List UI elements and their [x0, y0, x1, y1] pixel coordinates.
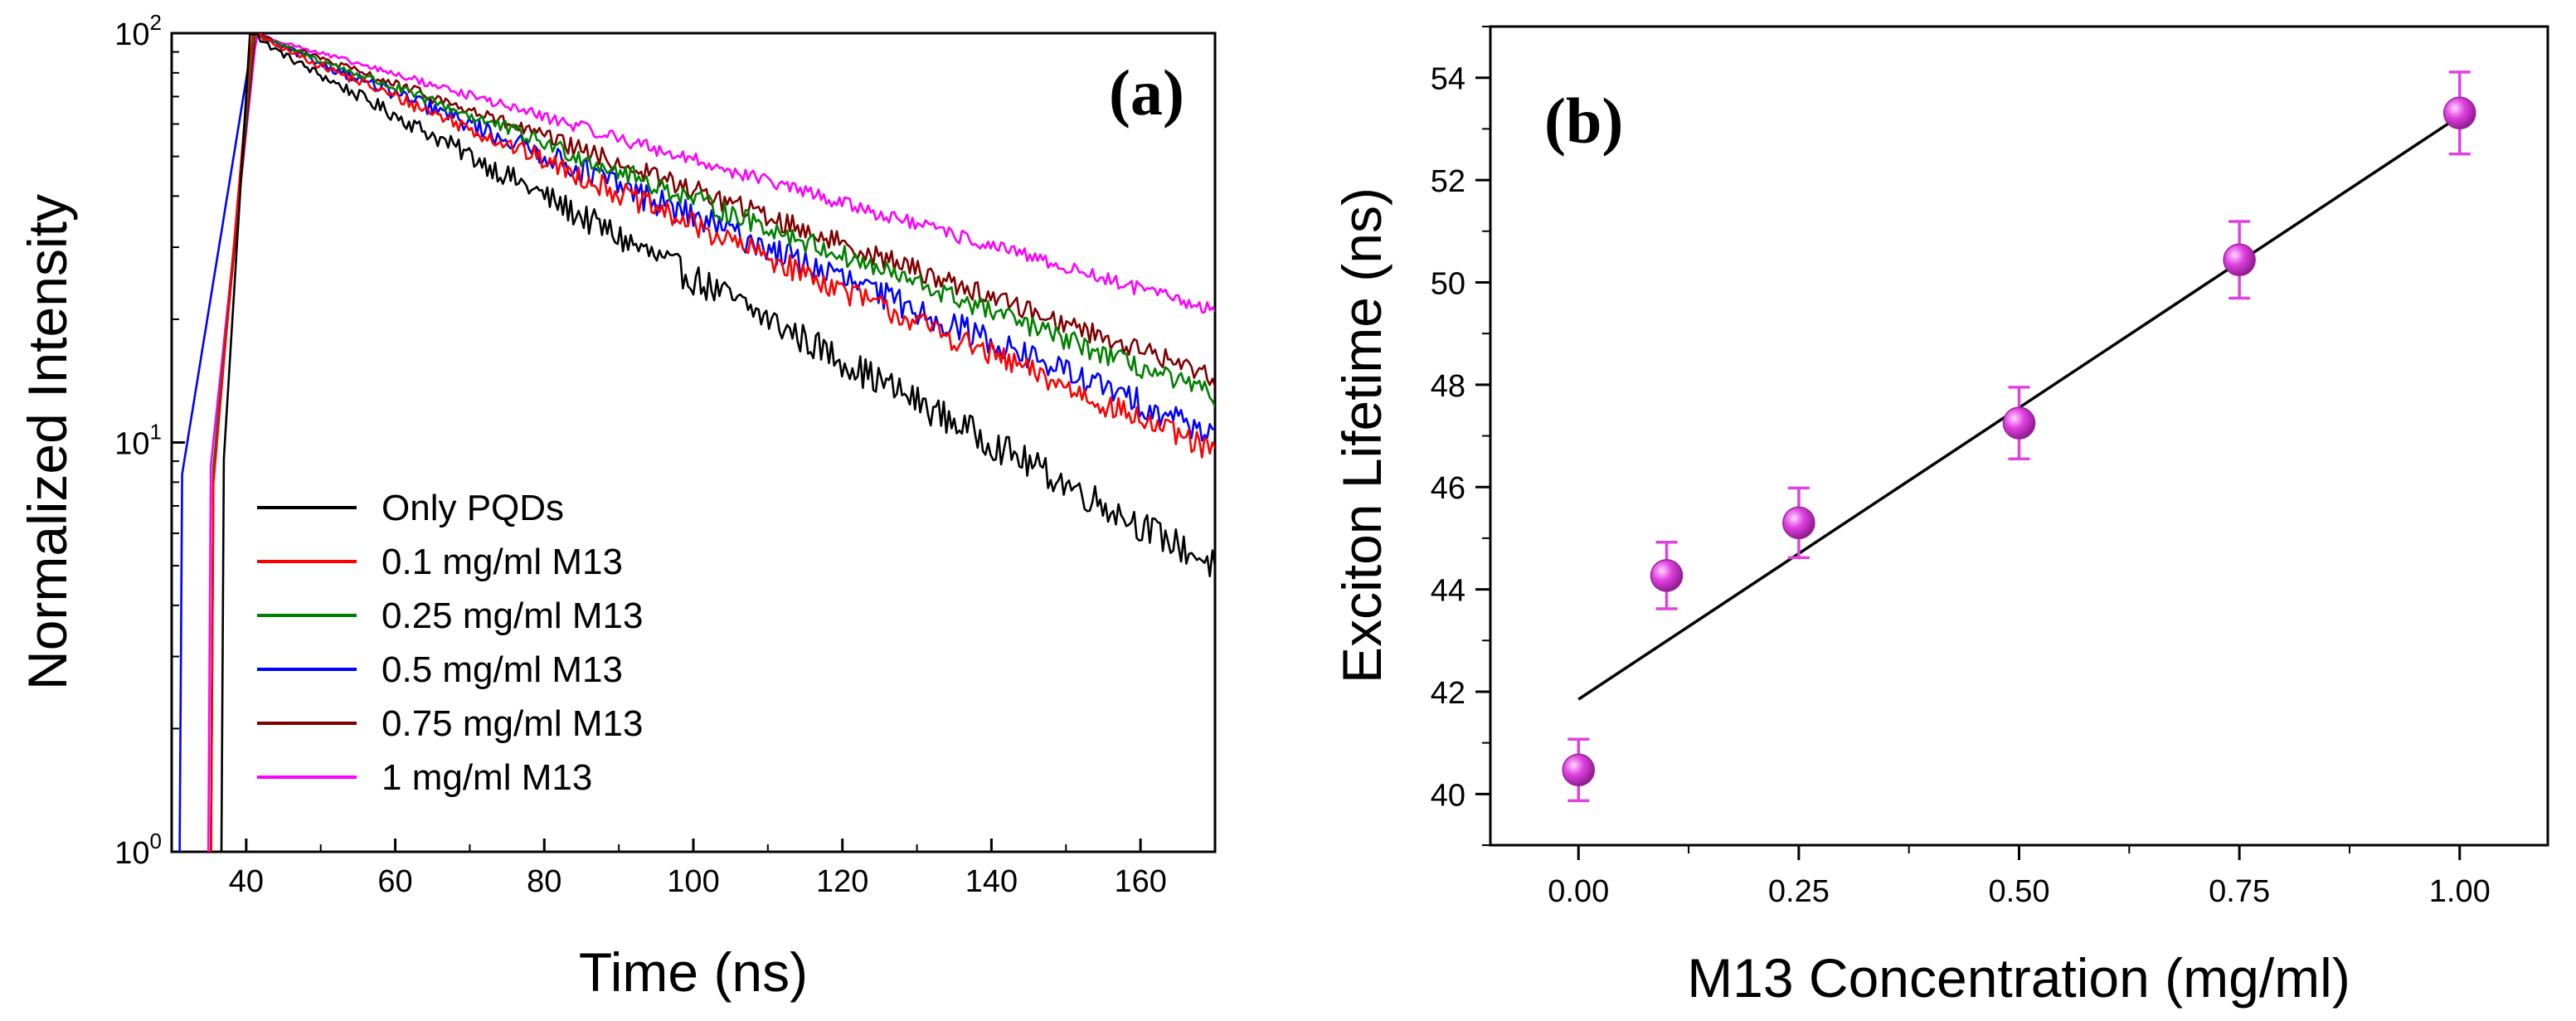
panel-b-x-tick-label: 0.75	[2209, 874, 2270, 909]
panel-b-data-point	[2223, 220, 2256, 300]
panel-b-x-tick-label: 0.00	[1548, 874, 1609, 909]
panel-b-x-axis-title: M13 Concentration (mg/ml)	[1687, 947, 2350, 1009]
panel-b-marker	[2002, 406, 2036, 440]
panel-a-series-line	[178, 33, 1215, 852]
panel-a-x-tick-label: 140	[965, 864, 1018, 899]
panel-a-x-tick-label: 60	[377, 864, 412, 899]
panel-a-y-tick-label: 101	[114, 420, 162, 462]
panel-a-series-line	[207, 33, 1215, 852]
panel-b-data-point	[2443, 70, 2476, 156]
panel-a-series-line	[210, 33, 1215, 852]
panel-a-label: (a)	[1109, 56, 1184, 129]
panel-a-legend-label: 0.25 mg/ml M13	[382, 596, 643, 636]
panel-b-marker	[2443, 96, 2476, 130]
panel-a-legend: Only PQDs 0.1 mg/ml M13 0.25 mg/ml M13 0.5 …	[257, 488, 643, 798]
panel-b-y-tick-label: 42	[1431, 676, 1465, 711]
panel-b-y-tick-label: 54	[1431, 62, 1465, 97]
panel-a-series-line	[210, 33, 1215, 852]
panel-b-label: (b)	[1544, 85, 1623, 157]
panel-a-legend-label: 0.75 mg/ml M13	[382, 703, 643, 744]
panel-b-x-tick-label: 0.25	[1768, 874, 1830, 909]
panel-a-x-axis-title: Time (ns)	[579, 941, 808, 1003]
panel-b-y-tick-label: 48	[1431, 369, 1465, 404]
panel-b-y-tick-label: 40	[1431, 778, 1465, 813]
panel-a-y-tick-label: 100	[114, 829, 162, 871]
panel-a-series-line	[220, 33, 1215, 852]
panel-a-series-line	[210, 33, 1215, 852]
panel-b-data-point	[2002, 386, 2036, 461]
panel-a-x-tick-label: 120	[816, 864, 868, 899]
panel-a-x-tick-label: 80	[527, 864, 561, 899]
panel-b-marker	[1782, 506, 1815, 540]
panel-b: 0.00 0.25 0.50 0.75 1.00 40 42 44 46 48 50 52 54 M1…	[1331, 25, 2549, 1009]
panel-b-x-tick-label: 0.50	[1989, 874, 2050, 909]
panel-b-y-axis-title: Exciton Lifetime (ns)	[1331, 187, 1392, 683]
panel-b-y-tick-label: 50	[1431, 266, 1465, 301]
panel-b-y-tick-label: 46	[1431, 471, 1465, 506]
panel-a-x-tick-label: 160	[1114, 864, 1166, 899]
panel-a: 40 60 80 100 120 140 160 100 101 102 Time (ns) N…	[17, 10, 1217, 1003]
panel-a-legend-label: 0.5 mg/ml M13	[382, 649, 623, 690]
panel-a-legend-label: 0.1 mg/ml M13	[382, 542, 623, 582]
panel-a-y-axis-title: Normalized Intensity	[17, 194, 78, 690]
panel-b-data-point	[1650, 541, 1684, 610]
panel-b-data-point	[1562, 737, 1595, 803]
panel-a-legend-label: 1 mg/ml M13	[382, 757, 592, 798]
panel-b-marker	[1650, 559, 1684, 592]
panel-a-plot-area	[170, 32, 1217, 853]
panel-a-x-tick-label: 40	[229, 864, 264, 899]
panel-a-legend-label: Only PQDs	[382, 488, 564, 528]
panel-b-marker	[1562, 753, 1595, 787]
panel-b-data-point	[1782, 486, 1815, 560]
panel-b-x-tick-label: 1.00	[2429, 874, 2491, 909]
panel-a-x-tick-label: 100	[667, 864, 719, 899]
panel-b-y-tick-label: 44	[1431, 574, 1465, 609]
panel-b-marker	[2223, 243, 2256, 277]
panel-a-y-tick-label: 102	[114, 10, 162, 52]
panel-b-y-tick-label: 52	[1431, 164, 1465, 199]
